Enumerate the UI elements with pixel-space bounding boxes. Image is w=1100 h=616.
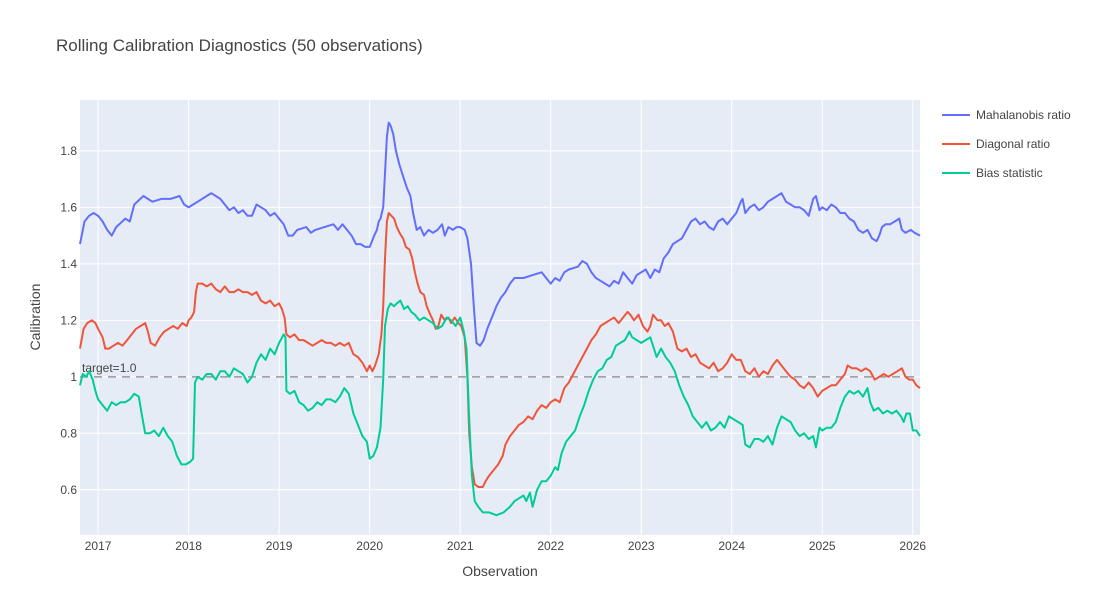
mahalanobis-ratio-line [79, 121, 921, 347]
y-tick-label: 1.4 [60, 257, 77, 271]
x-tick-label: 2020 [356, 539, 383, 553]
y-tick-label: 1.2 [60, 313, 77, 327]
y-tick-label: 0.8 [60, 426, 77, 440]
bias-statistic-legend-label[interactable]: Bias statistic [976, 166, 1043, 180]
bias-statistic-line [79, 299, 921, 517]
plot-background [80, 100, 920, 535]
y-tick-labels: 0.6 0.8 1 1.2 1.4 1.6 1.8 [60, 144, 77, 497]
x-tick-label: 2021 [447, 539, 474, 553]
diagonal-ratio-legend-label[interactable]: Diagonal ratio [976, 137, 1050, 151]
legend[interactable]: Mahalanobis ratio Diagonal ratio Bias stat… [942, 108, 1071, 180]
series-lines [79, 121, 921, 517]
x-tick-label: 2024 [718, 539, 745, 553]
x-tick-label: 2017 [85, 539, 112, 553]
reference-line-group: target=1.0 [80, 361, 920, 378]
x-tick-label: 2025 [809, 539, 836, 553]
x-tick-labels: 2017 2018 2019 2020 2021 2022 2023 2024 2025 2026 [85, 539, 927, 553]
y-axis-title: Calibration [27, 284, 43, 351]
target-line-label: target=1.0 [82, 361, 137, 375]
x-tick-label: 2022 [537, 539, 564, 553]
chart-title: Rolling Calibration Diagnostics (50 obse… [56, 36, 423, 55]
x-tick-label: 2019 [266, 539, 293, 553]
mahalanobis-ratio-legend-label[interactable]: Mahalanobis ratio [976, 108, 1071, 122]
y-tick-label: 1 [70, 370, 77, 384]
x-axis-title: Observation [462, 563, 537, 579]
y-tick-label: 1.8 [60, 144, 77, 158]
y-tick-label: 1.6 [60, 200, 77, 214]
x-tick-label: 2026 [899, 539, 926, 553]
y-tick-label: 0.6 [60, 483, 77, 497]
x-tick-label: 2018 [175, 539, 202, 553]
x-tick-label: 2023 [628, 539, 655, 553]
